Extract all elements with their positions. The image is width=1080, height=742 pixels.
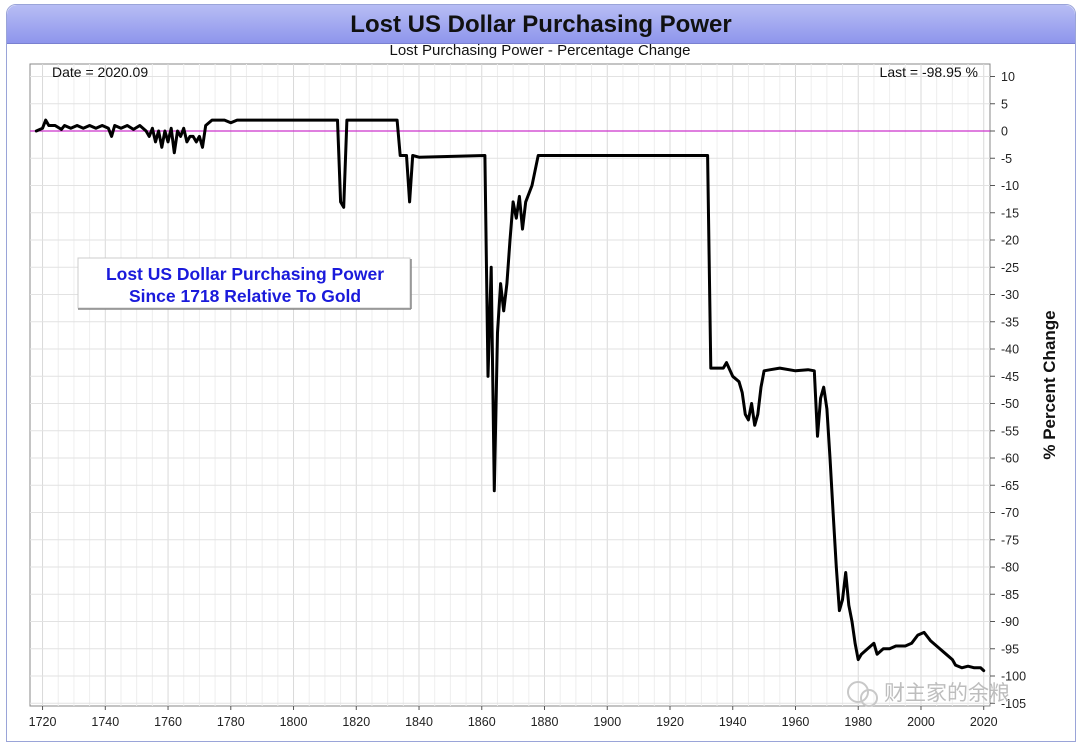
x-tick-label: 1860: [468, 715, 496, 729]
y-tick-label: -45: [1001, 370, 1019, 384]
purchasing-power-line: [34, 118, 986, 673]
y-tick-label: 0: [1001, 125, 1008, 139]
x-tick-label: 1720: [29, 715, 57, 729]
y-tick-label: -60: [1001, 452, 1019, 466]
x-tick-label: 1960: [782, 715, 810, 729]
x-tick-label: 1880: [531, 715, 559, 729]
y-tick-label: -75: [1001, 533, 1019, 547]
x-tick-label: 1980: [844, 715, 872, 729]
x-tick-label: 2020: [970, 715, 998, 729]
y-tick-label: -40: [1001, 343, 1019, 357]
y-tick-label: -5: [1001, 152, 1012, 166]
x-tick-label: 1820: [342, 715, 370, 729]
y-tick-label: -30: [1001, 288, 1019, 302]
x-tick-label: 1840: [405, 715, 433, 729]
chart-subtitle: Lost Purchasing Power - Percentage Chang…: [389, 42, 691, 59]
annotation-line-2: Since 1718 Relative To Gold: [129, 286, 361, 306]
wechat-icon-bubble: [860, 689, 878, 707]
y-tick-label: -105: [1001, 697, 1026, 711]
last-value-label: Last = -98.95 %: [880, 64, 978, 80]
x-tick-label: 1800: [280, 715, 308, 729]
y-tick-label: -90: [1001, 615, 1019, 629]
x-tick-label: 1920: [656, 715, 684, 729]
wechat-icon: [847, 681, 869, 703]
annotation-box: [77, 257, 411, 309]
x-tick-label: 1900: [593, 715, 621, 729]
y-tick-label: -15: [1001, 206, 1019, 220]
y-tick-label: -70: [1001, 506, 1019, 520]
plot-area: [29, 63, 991, 707]
date-label: Date = 2020.09: [52, 64, 148, 80]
y-tick-label: -85: [1001, 588, 1019, 602]
y-tick-label: -35: [1001, 315, 1019, 329]
y-tick-label: -55: [1001, 424, 1019, 438]
y-tick-label: 10: [1001, 70, 1015, 84]
y-tick-label: -10: [1001, 179, 1019, 193]
y-tick-label: -80: [1001, 561, 1019, 575]
x-tick-label: 1760: [154, 715, 182, 729]
y-tick-label: 5: [1001, 97, 1008, 111]
x-tick-label: 1780: [217, 715, 245, 729]
y-axis-label: % Percent Change: [1040, 310, 1059, 459]
y-tick-label: -50: [1001, 397, 1019, 411]
x-tick-label: 2000: [907, 715, 935, 729]
x-tick-label: 1940: [719, 715, 747, 729]
annotation-line-1: Lost US Dollar Purchasing Power: [106, 264, 384, 284]
y-tick-label: -95: [1001, 642, 1019, 656]
x-tick-label: 1740: [91, 715, 119, 729]
watermark-text: 财主家的余粮: [884, 681, 1010, 705]
title-bar: Lost US Dollar Purchasing Power: [7, 5, 1075, 44]
chart-title: Lost US Dollar Purchasing Power: [350, 11, 732, 38]
y-tick-label: -65: [1001, 479, 1019, 493]
y-tick-label: -25: [1001, 261, 1019, 275]
y-tick-label: -100: [1001, 670, 1026, 684]
y-tick-label: -20: [1001, 234, 1019, 248]
